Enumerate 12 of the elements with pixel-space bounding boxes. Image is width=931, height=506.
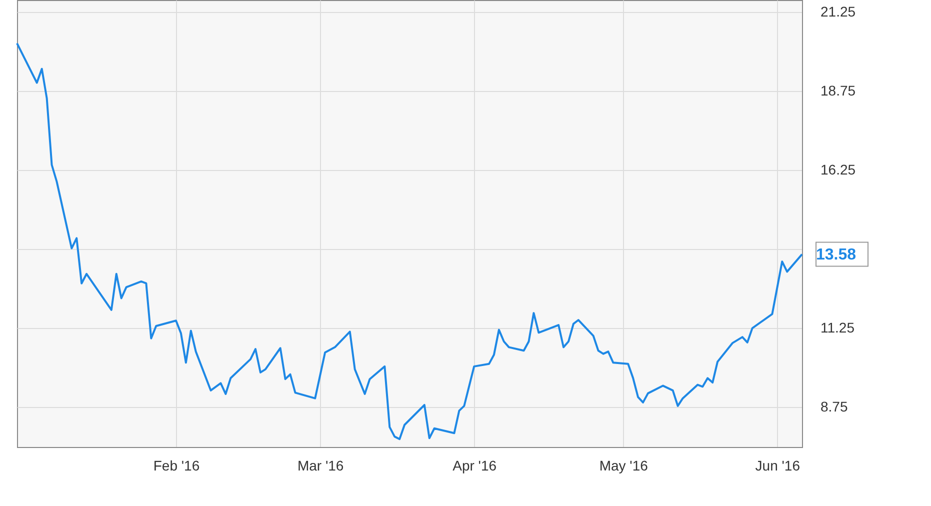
- x-tick-label: Feb '16: [153, 458, 200, 474]
- x-tick-label: May '16: [599, 458, 648, 474]
- y-tick-label: 16.25: [820, 161, 856, 178]
- line-series: [16, 42, 803, 440]
- data-label: 13.58: [816, 246, 856, 264]
- x-tick-label: Jun '16: [755, 458, 800, 474]
- y-tick-label: 21.25: [820, 4, 856, 20]
- x-tick-label: Mar '16: [297, 458, 344, 474]
- y-tick-label: 11.25: [820, 319, 855, 336]
- x-tick-label: Apr '16: [452, 458, 497, 474]
- y-tick-label: 18.75: [820, 82, 856, 98]
- y-tick-label: 8.75: [820, 398, 848, 414]
